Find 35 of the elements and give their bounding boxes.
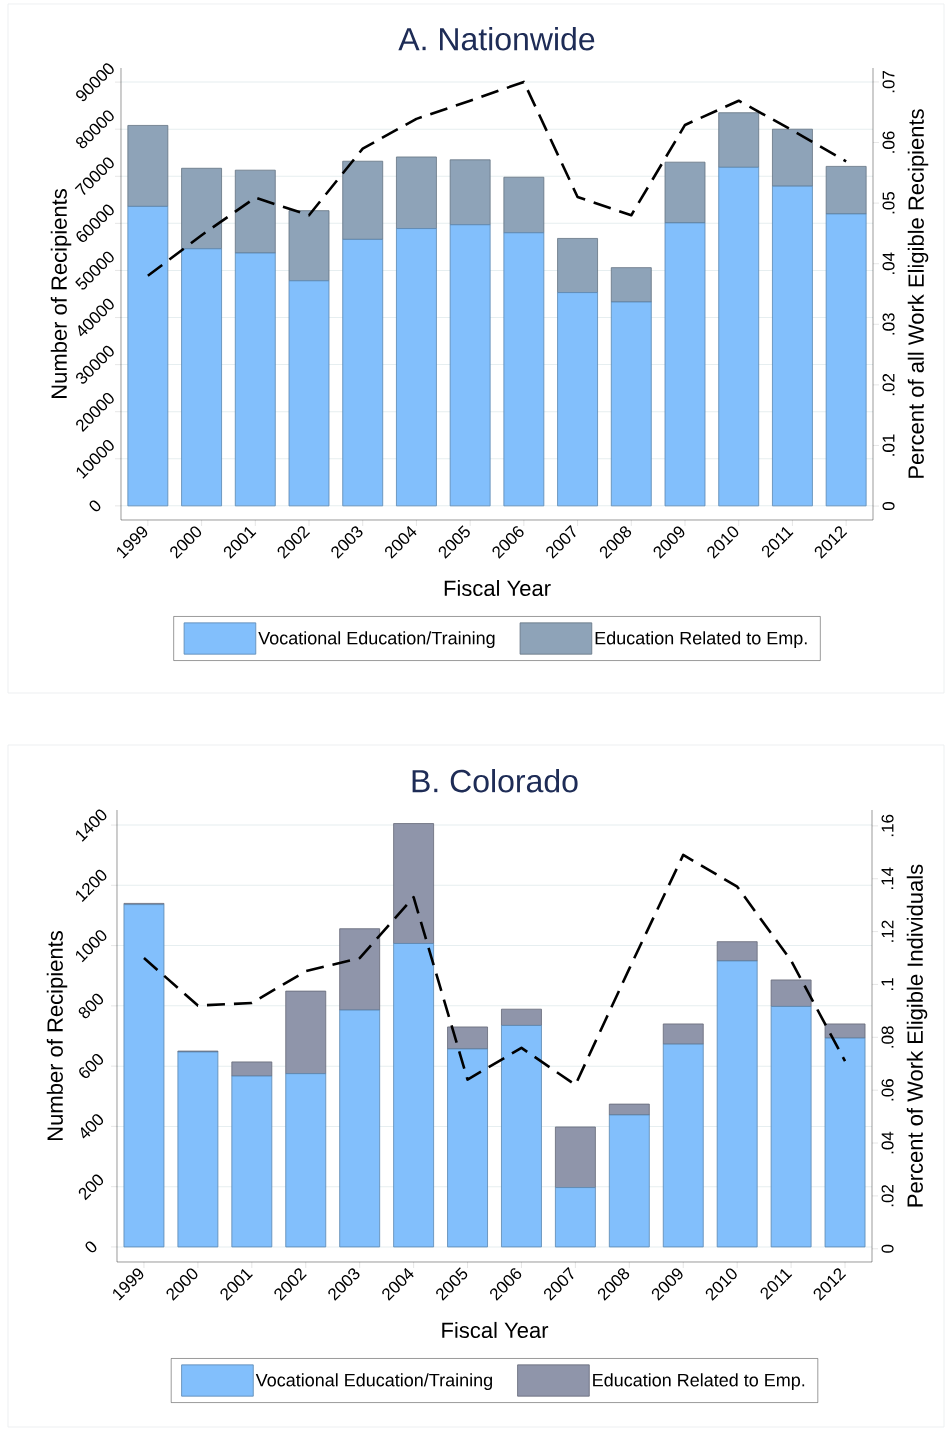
legend-label: Education Related to Emp. [595, 631, 807, 649]
legend-label: Vocational Education/Training [258, 631, 495, 649]
chart-title: A. Nationwide [398, 26, 595, 51]
y2-tick-label: .07 [882, 70, 895, 93]
y2-tick-label: .14 [881, 867, 894, 889]
y2-axis-title: Percent of all Work Eligible Recipients [907, 109, 929, 478]
x-axis-title: Fiscal Year [444, 579, 551, 597]
legend-label: Education Related to Emp. [593, 1373, 805, 1391]
y2-tick-label: .01 [882, 434, 895, 456]
y2-tick-label: 0 [881, 1244, 894, 1253]
y2-tick-label: .06 [882, 131, 895, 153]
y2-tick-label: 0 [882, 501, 895, 511]
y-tick-label: 0 [89, 500, 101, 512]
y-tick-label: 600 [79, 1054, 104, 1079]
y-tick-label: 400 [80, 1114, 104, 1139]
chart-title: B. Colorado [412, 768, 578, 793]
y-axis-title: Number of Recipients [46, 931, 68, 1140]
y-tick-label: 200 [78, 1174, 104, 1201]
y2-tick-label: .04 [882, 252, 895, 274]
y-tick-label: 0 [85, 1241, 97, 1253]
y2-tick-label: .12 [881, 920, 894, 942]
y2-tick-label: .1 [881, 978, 894, 990]
y2-tick-label: .04 [881, 1131, 894, 1154]
y2-tick-label: .02 [881, 1184, 894, 1207]
y2-tick-label: .16 [881, 814, 894, 837]
legend-label: Vocational Education/Training [255, 1373, 492, 1391]
y-axis-title: Number of Recipients [50, 189, 72, 398]
x-axis-title: Fiscal Year [442, 1321, 549, 1339]
y2-tick-label: .05 [882, 192, 895, 214]
y2-tick-label: .02 [882, 373, 895, 396]
y2-axis-title: Percent of Work Eligible Individuals [906, 864, 928, 1207]
y2-tick-label: .08 [881, 1026, 894, 1048]
y2-tick-label: .03 [882, 313, 895, 335]
y-tick-label: 800 [78, 993, 104, 1019]
y2-tick-label: .06 [881, 1079, 894, 1101]
